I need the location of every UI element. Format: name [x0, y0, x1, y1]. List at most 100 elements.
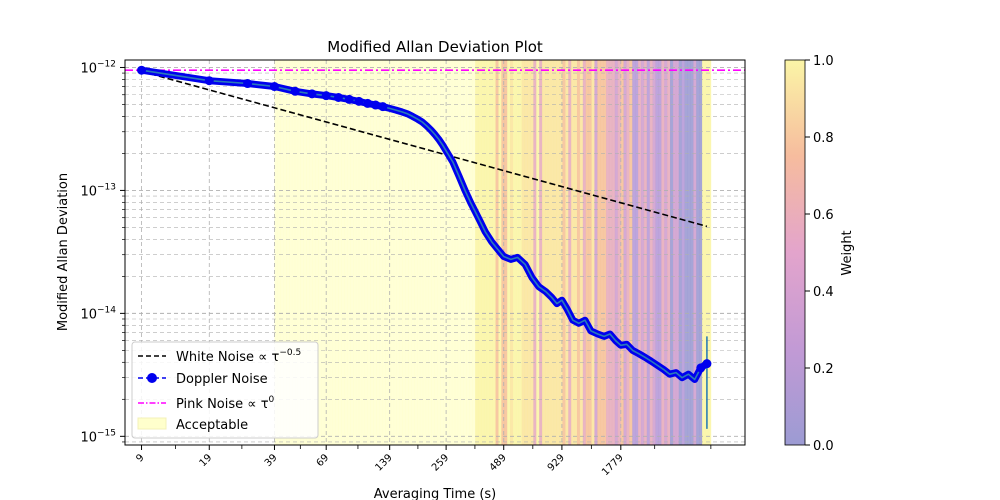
acceptable-band: [326, 60, 331, 445]
doppler-noise-point: [702, 359, 712, 369]
acceptable-band: [574, 60, 578, 445]
acceptable-band: [291, 60, 296, 445]
acceptable-band: [318, 60, 322, 445]
acceptable-band: [655, 60, 659, 445]
colorbar: 0.0 0.2 0.4 0.6 0.8 1.0 Weight: [784, 54, 855, 454]
acceptable-band: [533, 60, 537, 445]
acceptable-band: [460, 60, 464, 445]
acceptable-band: [550, 60, 555, 445]
acceptable-band: [382, 60, 386, 445]
x-tick-label: 9: [134, 452, 146, 464]
acceptable-band: [667, 60, 671, 445]
acceptable-band: [518, 60, 523, 445]
acceptable-band: [510, 60, 514, 445]
x-tick-label: 69: [315, 452, 332, 469]
acceptable-band: [524, 60, 528, 445]
legend-doppler-noise-label: Doppler Noise: [176, 372, 268, 387]
acceptable-band: [623, 60, 627, 445]
acceptable-band: [603, 60, 607, 445]
acceptable-band: [492, 60, 496, 445]
acceptable-band: [457, 60, 462, 445]
acceptable-band: [664, 60, 668, 445]
acceptable-bands: [274, 60, 712, 445]
acceptable-band: [294, 60, 299, 445]
acceptable-band: [431, 60, 435, 445]
acceptable-band: [626, 60, 630, 445]
legend-box: [131, 341, 319, 439]
acceptable-band: [576, 60, 581, 445]
acceptable-band: [309, 60, 313, 445]
acceptable-band: [486, 60, 491, 445]
acceptable-band: [448, 60, 453, 445]
acceptable-band: [582, 60, 587, 445]
x-tick-label: 1779: [600, 452, 626, 478]
x-tick-label: 259: [430, 452, 451, 473]
acceptable-band: [600, 60, 604, 445]
acceptable-band: [297, 60, 302, 445]
acceptable-band: [332, 60, 336, 445]
colorbar-ticks: 0.0 0.2 0.4 0.6 0.8 1.0: [805, 54, 834, 454]
acceptable-band: [565, 60, 569, 445]
acceptable-band: [696, 60, 700, 445]
acceptable-band: [699, 60, 703, 445]
acceptable-band: [361, 60, 366, 445]
acceptable-band: [594, 60, 598, 445]
acceptable-band: [341, 60, 345, 445]
legend-acceptable-swatch: [137, 417, 167, 430]
legend-white-noise-label: White Noise ∝ τ−0.5: [176, 348, 301, 365]
acceptable-band: [646, 60, 651, 445]
acceptable-band: [344, 60, 348, 445]
colorbar-tick-label: 0.8: [813, 131, 834, 146]
doppler-noise-point: [354, 96, 364, 106]
acceptable-band: [414, 60, 418, 445]
acceptable-band: [411, 60, 415, 445]
doppler-noise-point: [371, 100, 381, 110]
acceptable-band: [451, 60, 456, 445]
doppler-noise-point: [290, 86, 300, 96]
legend: White Noise ∝ τ−0.5 Doppler Noise Pink N…: [131, 341, 319, 439]
acceptable-band: [274, 60, 278, 445]
acceptable-band: [588, 60, 592, 445]
acceptable-band: [638, 60, 642, 445]
acceptable-band: [390, 60, 395, 445]
acceptable-band: [504, 60, 508, 445]
acceptable-band: [283, 60, 287, 445]
acceptable-band: [425, 60, 430, 445]
acceptable-band: [300, 60, 304, 445]
acceptable-band: [489, 60, 494, 445]
x-tick-label: 39: [263, 452, 280, 469]
acceptable-band: [675, 60, 680, 445]
acceptable-band: [539, 60, 543, 445]
acceptable-band: [542, 60, 546, 445]
acceptable-band: [323, 60, 328, 445]
acceptable-band: [428, 60, 432, 445]
y-axis-label: Modified Allan Deviation: [56, 173, 71, 331]
y-tick-label: 10−12: [80, 59, 116, 76]
acceptable-band: [478, 60, 482, 445]
x-axis-label: Averaging Time (s): [374, 487, 496, 500]
acceptable-band: [652, 60, 656, 445]
acceptable-band: [608, 60, 613, 445]
doppler-noise-point: [321, 91, 331, 101]
acceptable-band: [579, 60, 584, 445]
acceptable-band: [687, 60, 691, 445]
acceptable-band: [571, 60, 575, 445]
acceptable-band: [591, 60, 595, 445]
acceptable-band: [469, 60, 473, 445]
acceptable-band: [672, 60, 677, 445]
acceptable-band: [350, 60, 354, 445]
acceptable-band: [364, 60, 368, 445]
doppler-noise-point: [363, 98, 373, 108]
acceptable-band: [463, 60, 467, 445]
x-tick-label: 139: [374, 452, 395, 473]
plot-frame: [124, 59, 746, 446]
acceptable-band: [568, 60, 572, 445]
acceptable-band: [512, 60, 517, 445]
acceptable-band: [379, 60, 383, 445]
acceptable-band: [632, 60, 636, 445]
acceptable-band: [614, 60, 619, 445]
colorbar-label: Weight: [840, 230, 855, 275]
acceptable-band: [693, 60, 697, 445]
